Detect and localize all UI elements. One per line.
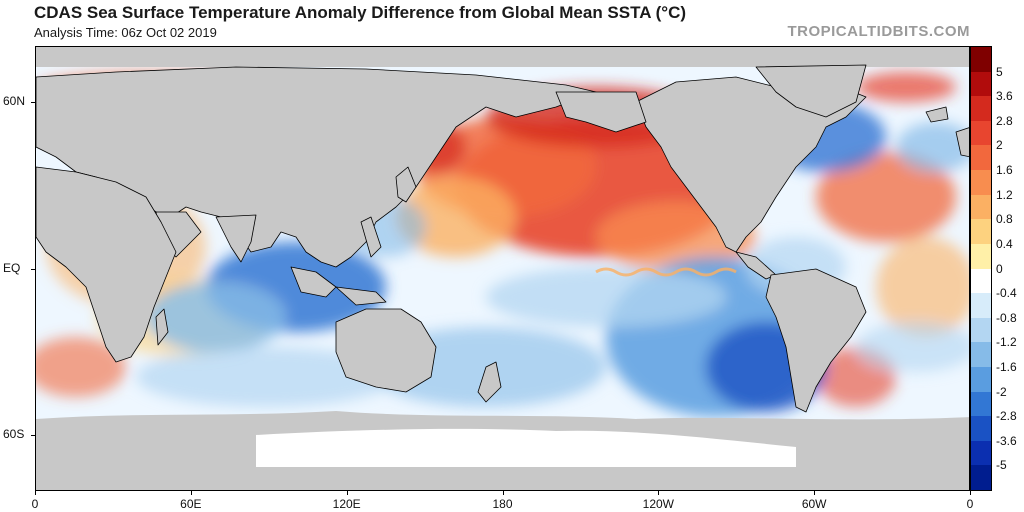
borneo-sumatra	[290, 266, 337, 298]
colorbar-swatch	[971, 170, 991, 196]
colorbar-tick-label: 2	[996, 138, 1003, 153]
sst-anomaly-map	[35, 46, 970, 491]
arctic-no-data	[36, 47, 969, 67]
analysis-time: Analysis Time: 06z Oct 02 2019	[34, 25, 217, 40]
lon-label: 0	[966, 497, 974, 511]
map-title: CDAS Sea Surface Temperature Anomaly Dif…	[34, 3, 687, 22]
africa	[36, 166, 177, 363]
lon-tick	[190, 491, 192, 495]
colorbar-tick-label: 0.8	[996, 212, 1013, 227]
lon-label: 120W	[642, 497, 675, 511]
colorbar-tick-label: 3.6	[996, 89, 1013, 104]
colorbar-swatch	[971, 317, 991, 343]
colorbar-swatch	[971, 243, 991, 269]
southern-ice-shelf	[256, 428, 796, 467]
colorbar-tick-label: 5	[996, 64, 1003, 79]
india	[215, 214, 257, 263]
lon-label: 60W	[801, 497, 827, 511]
site-watermark: TROPICALTIDBITS.COM	[787, 23, 970, 40]
lon-tick	[970, 491, 971, 495]
colorbar-tick-label: -3.6	[996, 433, 1017, 448]
australia	[335, 308, 437, 393]
lon-tick	[658, 491, 660, 495]
lat-label: 60S	[3, 427, 25, 442]
new-zealand	[477, 361, 502, 403]
colorbar-swatch	[971, 71, 991, 97]
indonesia-east	[335, 286, 387, 306]
tropical-wave-pattern	[595, 267, 737, 277]
colorbar	[970, 46, 992, 491]
colorbar-tick-label: 1.2	[996, 187, 1013, 202]
colorbar-swatch	[971, 268, 991, 294]
lon-tick	[35, 491, 36, 495]
colorbar-swatch	[971, 96, 991, 122]
philippines	[360, 216, 382, 258]
colorbar-tick-label: -2	[996, 384, 1007, 399]
colorbar-tick-label: -5	[996, 458, 1007, 473]
lon-label: 180	[492, 497, 513, 511]
colorbar-swatch	[971, 465, 991, 491]
lat-tick	[31, 101, 35, 103]
colorbar-swatch	[971, 342, 991, 368]
colorbar-swatch	[971, 194, 991, 220]
lon-label: 0	[31, 497, 39, 511]
colorbar-tick-label: 2.8	[996, 113, 1013, 128]
colorbar-swatch	[971, 416, 991, 442]
colorbar-swatch	[971, 145, 991, 171]
lon-tick	[502, 491, 504, 495]
colorbar-tick-label: -1.6	[996, 359, 1017, 374]
colorbar-tick-label: -1.2	[996, 335, 1017, 350]
lat-label: EQ	[3, 260, 21, 275]
lon-label: 120E	[332, 497, 361, 511]
colorbar-swatch	[971, 47, 991, 73]
lat-label: 60N	[3, 93, 26, 108]
continents	[36, 64, 969, 413]
colorbar-swatch	[971, 293, 991, 319]
colorbar-swatch	[971, 120, 991, 146]
colorbar-tick-label: -2.8	[996, 409, 1017, 424]
british-isles	[955, 127, 969, 158]
colorbar-swatch	[971, 391, 991, 417]
lon-label: 60E	[180, 497, 202, 511]
colorbar-tick-label: -0.4	[996, 286, 1017, 301]
lat-tick	[31, 268, 35, 270]
japan	[395, 166, 417, 203]
colorbar-swatch	[971, 366, 991, 393]
lat-tick	[31, 435, 35, 437]
greenland	[755, 64, 867, 118]
colorbar-tick-label: 1.6	[996, 163, 1013, 178]
lon-tick	[814, 491, 816, 495]
colorbar-tick-label: -0.8	[996, 310, 1017, 325]
south-america	[765, 268, 867, 413]
colorbar-tick-label: 0.4	[996, 236, 1013, 251]
alaska	[555, 91, 647, 133]
colorbar-swatch	[971, 219, 991, 245]
colorbar-swatch	[971, 440, 991, 466]
lon-tick	[346, 491, 348, 495]
colorbar-tick-label: 0	[996, 261, 1003, 276]
madagascar	[155, 308, 169, 346]
iceland	[925, 106, 949, 123]
